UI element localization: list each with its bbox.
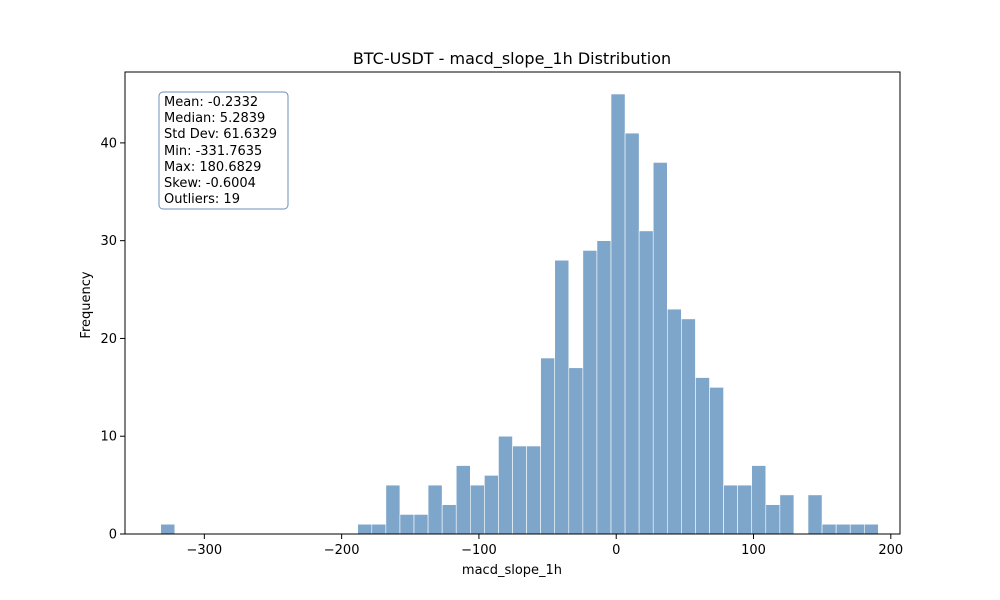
- histogram-bar: [751, 465, 767, 535]
- histogram-bar: [610, 93, 626, 535]
- histogram-bar: [582, 250, 598, 535]
- histogram-bar: [427, 484, 443, 535]
- histogram-bar: [385, 484, 401, 535]
- x-axis-label: macd_slope_1h: [462, 563, 562, 578]
- x-tick-label: 200: [878, 543, 903, 558]
- stats-std-dev: Std Dev: 61.6329: [164, 127, 277, 142]
- y-tick-label: 30: [100, 234, 117, 249]
- stats-min: Min: -331.7635: [164, 144, 262, 159]
- histogram-bar: [526, 445, 541, 535]
- histogram-bar: [512, 445, 527, 535]
- histogram-bar: [596, 240, 612, 535]
- histogram-bar: [413, 514, 429, 535]
- stats-mean: Mean: -0.2332: [164, 95, 258, 110]
- y-tick-label: 0: [109, 528, 117, 543]
- x-tick-label: 100: [741, 543, 766, 558]
- histogram-bar: [554, 259, 570, 535]
- histogram-bar: [568, 367, 584, 535]
- x-tick-label: −200: [324, 543, 360, 558]
- stats-outliers: Outliers: 19: [164, 192, 240, 207]
- histogram-bar: [498, 435, 513, 535]
- histogram-bar: [737, 484, 753, 535]
- histogram-bar: [765, 504, 781, 535]
- histogram-bar: [779, 494, 795, 535]
- plot-frame: [124, 71, 901, 535]
- histogram-bar: [441, 504, 457, 535]
- y-axis: 0 10 20 30 40: [100, 136, 125, 543]
- histogram-bar: [371, 523, 387, 535]
- histogram-bar: [863, 523, 879, 535]
- histogram-bar: [709, 387, 724, 535]
- histogram-bar: [540, 357, 556, 535]
- y-axis-label: Frequency: [79, 271, 94, 338]
- x-axis: −300 −200 −100 0 100 200: [186, 534, 903, 558]
- histogram-bar: [160, 523, 176, 535]
- stats-box: Mean: -0.2332 Median: 5.2839 Std Dev: 61…: [158, 91, 289, 210]
- histogram-bar: [681, 318, 696, 535]
- histogram-bar: [849, 523, 865, 535]
- histogram-bar: [624, 132, 640, 535]
- histogram-bar: [666, 308, 682, 535]
- stats-max: Max: 180.6829: [164, 160, 261, 175]
- stats-median: Median: 5.2839: [164, 111, 265, 126]
- x-tick-label: −100: [461, 543, 497, 558]
- histogram-bar: [821, 523, 837, 535]
- y-tick-label: 20: [100, 332, 117, 347]
- histogram-bars: [160, 93, 879, 535]
- y-tick-label: 40: [100, 136, 117, 151]
- histogram-bar: [484, 475, 499, 535]
- histogram-bar: [807, 494, 823, 535]
- histogram-bar: [399, 514, 415, 535]
- histogram-bar: [835, 523, 851, 535]
- chart-title: BTC-USDT - macd_slope_1h Distribution: [353, 49, 671, 69]
- stats-skew: Skew: -0.6004: [164, 176, 256, 191]
- histogram-bar: [652, 162, 668, 535]
- histogram-bar: [469, 484, 485, 535]
- histogram-bar: [695, 377, 710, 535]
- x-tick-label: −300: [186, 543, 222, 558]
- x-tick-label: 0: [612, 543, 620, 558]
- histogram-bar: [723, 484, 738, 535]
- histogram-bar: [638, 230, 654, 535]
- y-tick-label: 10: [100, 430, 117, 445]
- stats-box-frame: [158, 91, 289, 210]
- histogram-bar: [357, 523, 373, 535]
- histogram-bar: [455, 465, 471, 535]
